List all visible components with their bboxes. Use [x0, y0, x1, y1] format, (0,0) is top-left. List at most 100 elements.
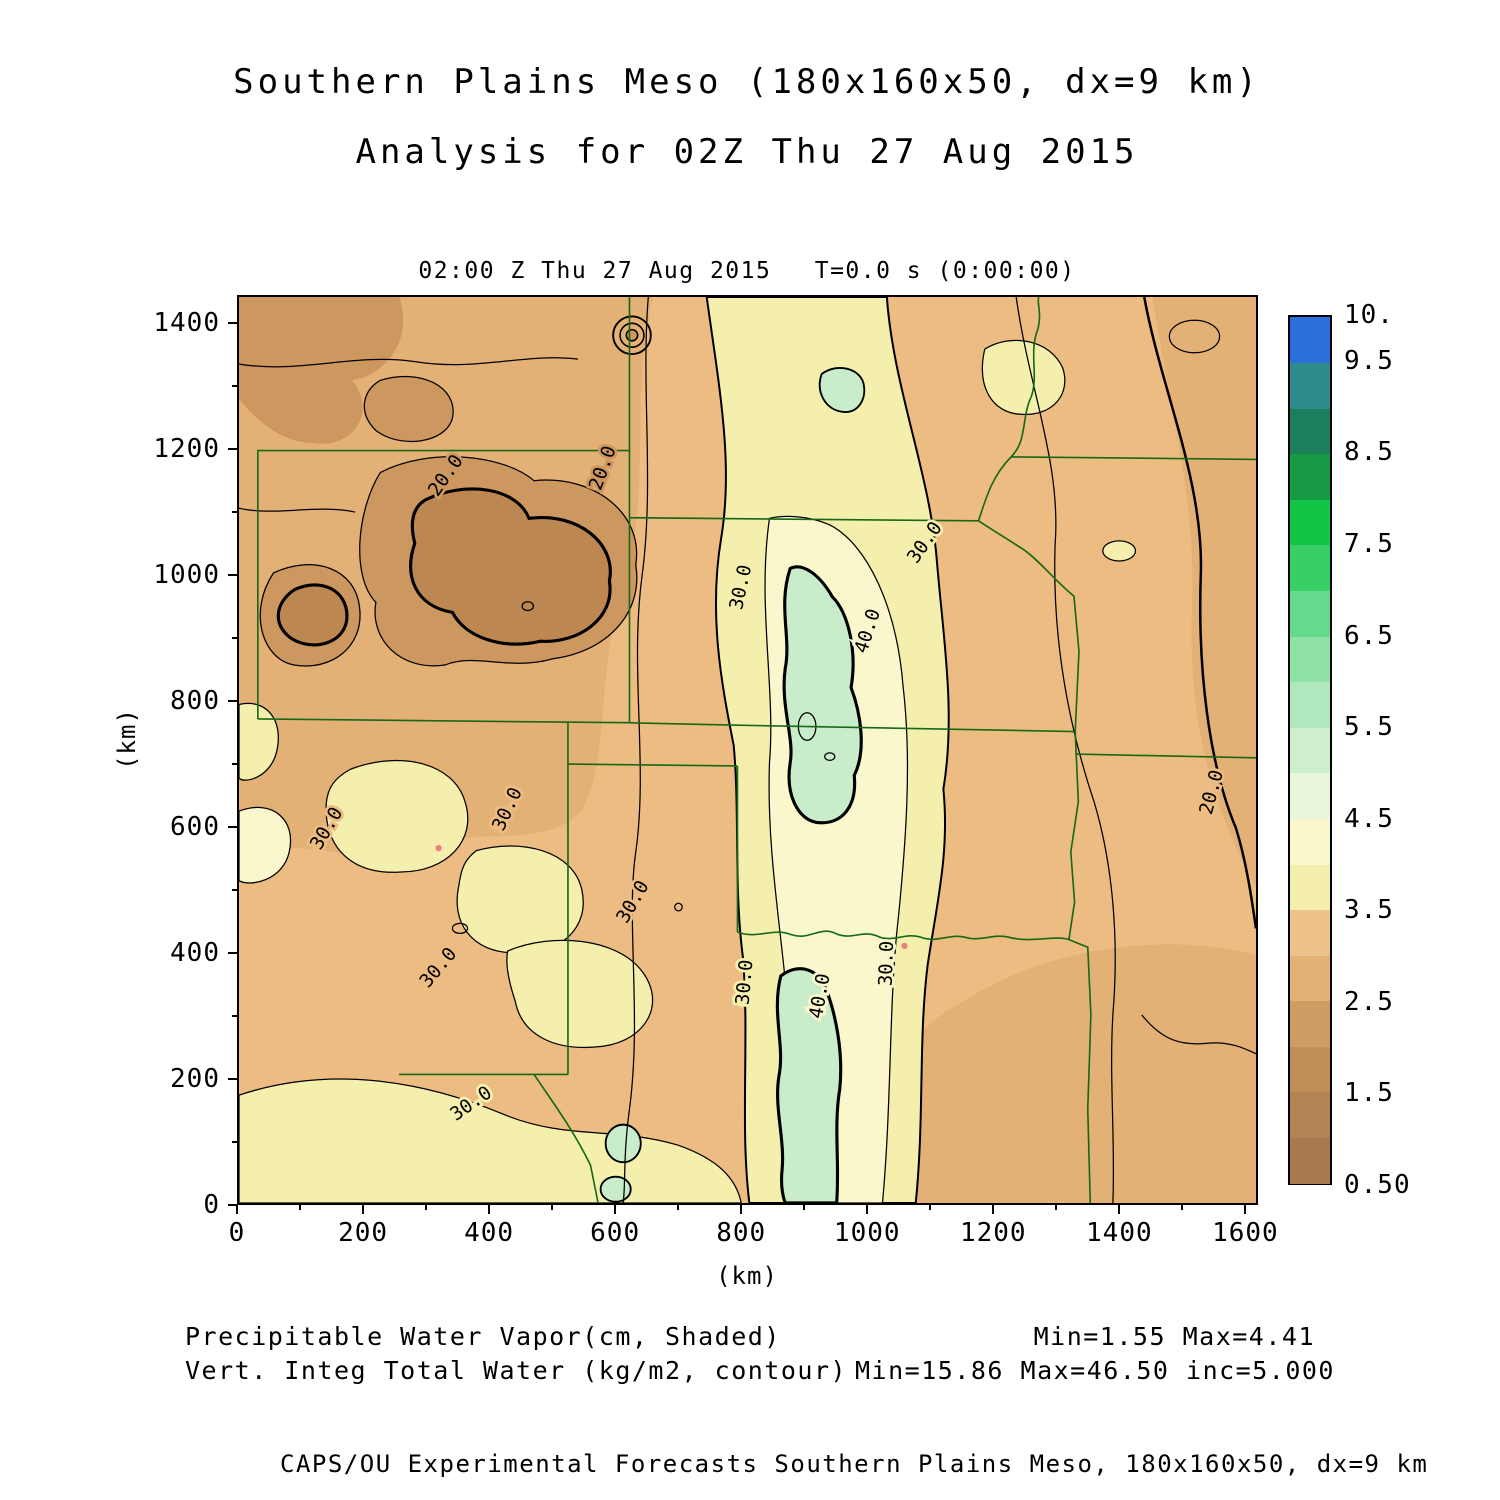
contour-line	[1141, 1014, 1256, 1055]
y-tick-mark	[228, 1204, 237, 1206]
x-tick-label: 1600	[1212, 1218, 1279, 1248]
y-tick-mark	[228, 952, 237, 955]
state-border-ok-ar	[1068, 731, 1080, 940]
y-axis-title: (km)	[112, 708, 141, 770]
state-border-red-river	[737, 930, 1070, 941]
contour-20-closed-core	[409, 487, 612, 646]
colorbar-label: 1.5	[1344, 1078, 1394, 1109]
y-tick-label: 200	[170, 1064, 220, 1095]
colorbar-label: 10.	[1344, 300, 1394, 330]
contour-20-closed-core-west	[276, 583, 349, 647]
y-tick-mark	[228, 448, 237, 451]
shade-region-southeast	[829, 944, 1256, 1203]
contour-ring	[451, 922, 469, 935]
y-tick-label: 800	[170, 686, 220, 717]
colorbar-segment	[1290, 1046, 1330, 1093]
colorbar-segment	[1290, 590, 1330, 637]
y-tick-mark	[228, 826, 237, 829]
x-tick-mark	[992, 1205, 995, 1214]
x-tick-mark	[488, 1205, 491, 1214]
colorbar-segment	[1290, 408, 1330, 455]
x-minor-tick-mark	[929, 1205, 932, 1210]
x-minor-tick-mark	[1055, 1205, 1058, 1210]
x-tick-label: 800	[716, 1218, 767, 1248]
x-tick-mark	[1244, 1205, 1247, 1214]
colorbar-segment	[1290, 727, 1330, 774]
state-border-rio-grande	[533, 1074, 599, 1203]
contour-line	[622, 297, 649, 1203]
state-borders-layer	[257, 297, 1256, 1203]
x-tick-mark	[1118, 1205, 1121, 1214]
colorbar-segment	[1290, 499, 1330, 546]
state-border-37n	[257, 718, 1076, 733]
y-minor-tick-mark	[232, 511, 237, 514]
plot-header: 02:00 Z Thu 27 Aug 2015 T=0.0 s (0:00:00…	[404, 258, 1089, 284]
shade-region-east-strip	[1152, 297, 1256, 887]
state-border-ia-mo	[1011, 456, 1256, 461]
map-plot-area: 20.0 20.0 30.0 30.0 40.0 30.0 30.0 30.0 30.0 30.0…	[237, 295, 1258, 1205]
contour-ring	[1168, 319, 1221, 354]
colorbar-label: 5.5	[1344, 712, 1394, 743]
y-tick-mark	[228, 1078, 237, 1081]
colorbar-label: 9.5	[1344, 345, 1394, 376]
colorbar-label: 3.5	[1344, 895, 1394, 926]
map-flipped-group	[239, 297, 1256, 1203]
colorbar-segment	[1290, 863, 1330, 911]
colorbar-segment	[1290, 1000, 1330, 1047]
colorbar-segment	[1290, 317, 1330, 364]
x-tick-label: 200	[338, 1218, 389, 1248]
shade-region-west-edge-cream	[239, 806, 292, 884]
x-tick-label: 1000	[833, 1218, 901, 1248]
figure-title-line2: Analysis for 02Z Thu 27 Aug 2015	[355, 132, 1139, 172]
contour-line	[239, 507, 356, 513]
y-tick-label: 1000	[153, 560, 220, 591]
contour-40-mint-kansas	[782, 565, 863, 825]
state-border-missouri-river	[977, 297, 1041, 522]
x-tick-label: 400	[464, 1218, 515, 1248]
colorbar-segment	[1290, 362, 1330, 409]
state-border-ok-panhandle	[567, 763, 738, 767]
y-minor-tick-mark	[232, 1141, 237, 1144]
x-tick-label: 600	[590, 1218, 641, 1248]
shade-region-nm-yellow2	[456, 845, 584, 954]
shaded-field-caption: Precipitable Water Vapor(cm, Shaded)	[185, 1322, 781, 1351]
contour-label: 30.0	[733, 959, 758, 1006]
figure-title-line1: Southern Plains Meso (180x160x50, dx=9 k…	[233, 62, 1261, 102]
y-minor-tick-mark	[232, 385, 237, 388]
colorbar-label: 7.5	[1344, 528, 1394, 559]
contour-line	[1015, 297, 1116, 1203]
credit-line: CAPS/OU Experimental Forecasts Southern …	[280, 1450, 1429, 1478]
y-tick-label: 1200	[153, 434, 220, 465]
colorbar-segment	[1290, 636, 1330, 683]
colorbar-label: 8.5	[1344, 437, 1394, 468]
colorbar-segment	[1290, 955, 1330, 1002]
colorbar	[1288, 315, 1332, 1185]
shade-spot-mint-north	[818, 366, 866, 413]
forecast-time-label: T=0.0 s (0:00:00)	[814, 258, 1076, 284]
shade-speck-pink2	[901, 942, 908, 950]
colorbar-segment	[1290, 1137, 1330, 1184]
y-tick-label: 400	[170, 938, 220, 969]
contour-field-stats: Min=15.86 Max=46.50 inc=5.000	[855, 1356, 1335, 1385]
contour-ring	[674, 902, 683, 912]
shade-region-west-edge-yellow	[239, 702, 279, 781]
colorbar-label: 0.50	[1344, 1170, 1411, 1200]
x-tick-mark	[236, 1205, 238, 1214]
y-minor-tick-mark	[232, 763, 237, 766]
contour-ring	[521, 601, 535, 612]
x-tick-label: 1400	[1086, 1218, 1153, 1248]
colorbar-segment	[1290, 909, 1330, 956]
contour-bullseye-outer	[612, 315, 652, 355]
shade-region-midsouth-yellow	[506, 939, 654, 1048]
contour-40-mint-south	[775, 967, 843, 1203]
state-border-ks-mo	[978, 520, 1080, 732]
shade-region-ne-yellow	[981, 339, 1066, 415]
colorbar-label: 2.5	[1344, 986, 1394, 1017]
y-tick-label: 0	[203, 1190, 220, 1220]
shading-layer	[239, 297, 1256, 1203]
y-minor-tick-mark	[232, 637, 237, 640]
colorbar-label: 4.5	[1344, 803, 1394, 834]
x-tick-mark	[362, 1205, 365, 1214]
colorbar-segment	[1290, 681, 1330, 728]
